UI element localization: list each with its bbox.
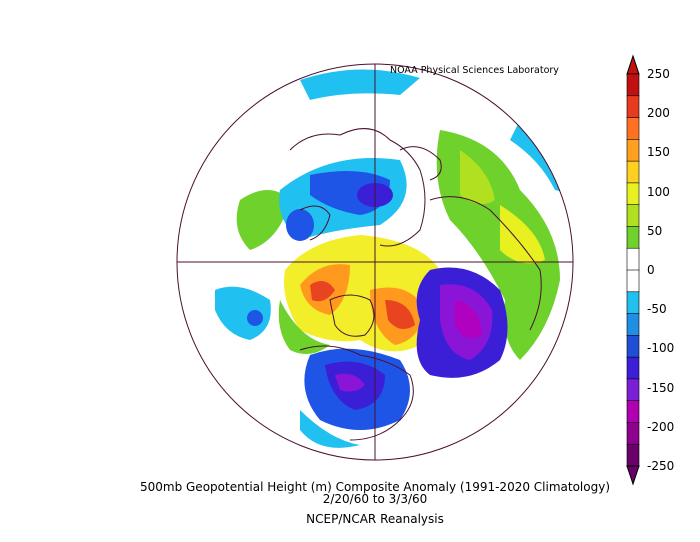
colorbar-segment [626, 422, 640, 446]
colorbar-segment [626, 356, 640, 380]
colorbar-bottom-arrow [626, 465, 640, 486]
colorbar-segment [626, 204, 640, 228]
caption-title: 500mb Geopotential Height (m) Composite … [139, 480, 610, 494]
colorbar-tick-label: -50 [647, 302, 667, 317]
colorbar-segment [626, 95, 640, 119]
colorbar-segment [626, 313, 640, 337]
colorbar-tick-label: 100 [647, 184, 670, 199]
colorbar-tick-label: -150 [647, 380, 675, 395]
graticule [176, 63, 574, 461]
colorbar-tick-label: -200 [647, 419, 675, 434]
caption-dates: 2/20/60 to 3/3/60 [322, 492, 428, 506]
colorbar-segment [626, 182, 640, 206]
colorbar-tick-label: -250 [647, 459, 675, 473]
colorbar-segment [626, 247, 640, 271]
colorbar-tick-label: 250 [647, 67, 670, 81]
colorbar-segment [626, 443, 640, 467]
colorbar-tick-label: 0 [647, 263, 655, 277]
credit-label: NOAA Physical Sciences Laboratory [390, 65, 559, 76]
coastlines [289, 128, 542, 441]
colorbar-segment [626, 291, 640, 315]
colorbar-tick-label: -100 [647, 341, 675, 356]
colorbar-segment [626, 117, 640, 141]
colorbar-segment [626, 335, 640, 358]
colorbar-tick-label: 150 [647, 145, 670, 160]
colorbar [626, 54, 640, 486]
colorbar-tick-label: 50 [647, 223, 663, 238]
colorbar-segment [626, 160, 640, 184]
colorbar-segment [626, 269, 640, 293]
caption-source: NCEP/NCAR Reanalysis [306, 512, 444, 526]
colorbar-segment [626, 139, 640, 162]
colorbar-segment [626, 73, 640, 97]
colorbar-top-arrow [626, 54, 640, 75]
colorbar-segment [626, 226, 640, 250]
colorbar-segment [626, 378, 640, 402]
colorbar-tick-label: 200 [647, 106, 670, 121]
colorbar-segment [626, 400, 640, 424]
